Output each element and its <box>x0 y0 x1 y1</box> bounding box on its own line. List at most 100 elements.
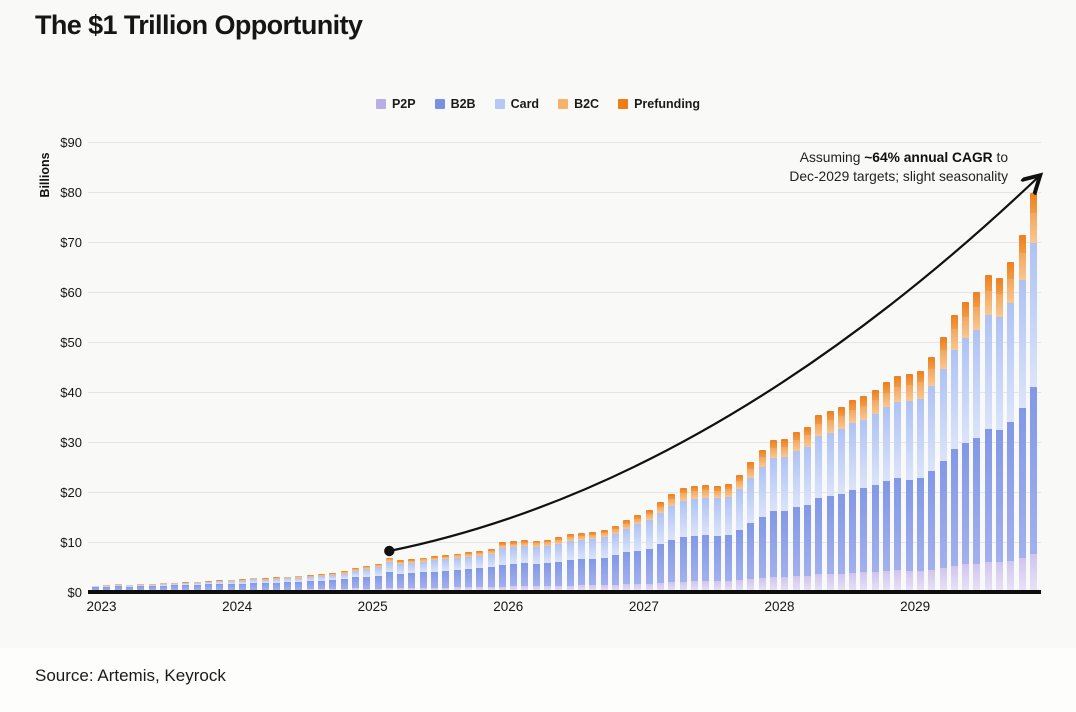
bar-segment-prefunding <box>837 407 845 417</box>
bar-segment-card <box>962 338 970 443</box>
legend-item-p2p: P2P <box>375 97 416 111</box>
bar-segment-card <box>363 569 371 578</box>
stacked-bar <box>996 278 1003 592</box>
legend-swatch-icon <box>558 99 569 109</box>
bar-segment-p2p <box>510 586 518 592</box>
bar-segment-b2c <box>385 559 393 562</box>
bar-segment-prefunding <box>227 579 235 581</box>
stacked-bar <box>928 357 936 592</box>
bar-segment-card <box>397 563 405 574</box>
bar-segment-b2b <box>996 430 1003 563</box>
bar-segment-b2b <box>792 507 800 576</box>
stacked-bar <box>679 488 687 592</box>
bar-segment-b2b <box>555 561 563 586</box>
bar-segment-card <box>928 386 936 471</box>
bar-segment-prefunding <box>261 578 269 579</box>
bar-segment-p2p <box>758 577 766 592</box>
stacked-bar <box>871 390 879 592</box>
bar-segment-b2b <box>803 504 811 576</box>
bar-segment-b2c <box>837 416 845 430</box>
bar-segment-b2c <box>871 400 879 415</box>
bar-segment-card <box>589 538 597 559</box>
bar-segment-prefunding <box>871 390 879 401</box>
bar-segment-b2c <box>702 490 710 498</box>
bar-segment-b2b <box>645 548 653 584</box>
bar-segment-p2p <box>385 587 393 592</box>
bar-segment-b2b <box>419 572 427 588</box>
bar-segment-card <box>984 314 992 429</box>
stacked-bar <box>815 415 823 592</box>
stacked-bar <box>645 510 653 592</box>
bar-segment-b2b <box>657 544 664 583</box>
bar-segment-card <box>623 528 631 553</box>
bar-segment-prefunding <box>374 564 382 566</box>
bar-segment-p2p <box>894 570 902 592</box>
bar-segment-prefunding <box>883 382 890 393</box>
bar-segment-card <box>883 407 890 481</box>
stacked-bar <box>397 560 405 592</box>
bar-segment-prefunding <box>792 432 800 441</box>
bar-segment-p2p <box>600 585 608 592</box>
bar-segment-card <box>600 537 608 558</box>
bar-segment-b2c <box>340 572 348 574</box>
gridline <box>88 142 1041 143</box>
bar-segment-b2b <box>566 560 574 586</box>
bar-segment-p2p <box>702 581 710 592</box>
bar-segment-prefunding <box>770 440 777 448</box>
x-axis-line <box>88 590 1041 594</box>
bar-segment-card <box>250 579 258 583</box>
stacked-bar <box>577 532 585 592</box>
stacked-bar <box>758 450 766 592</box>
stacked-bar <box>589 531 597 592</box>
bar-segment-p2p <box>690 581 698 592</box>
bar-segment-prefunding <box>408 559 416 561</box>
bar-segment-b2c <box>996 293 1003 318</box>
bar-segment-prefunding <box>205 581 212 582</box>
stacked-bar <box>736 475 744 592</box>
bar-segment-b2c <box>916 382 924 399</box>
stacked-bar <box>883 382 890 592</box>
bar-segment-b2c <box>148 583 156 585</box>
bar-segment-b2c <box>476 552 484 556</box>
bar-segment-b2b <box>837 493 845 574</box>
bar-segment-b2c <box>928 368 936 387</box>
bar-segment-b2b <box>137 586 145 591</box>
bar-segment-card <box>261 579 269 584</box>
stacked-bar <box>408 559 416 592</box>
bar-segment-prefunding <box>453 553 461 556</box>
bar-segment-b2b <box>374 576 382 589</box>
bar-segment-b2b <box>272 582 280 590</box>
bar-segment-prefunding <box>306 575 314 576</box>
bar-segment-b2b <box>668 540 676 583</box>
bar-segment-b2b <box>928 471 936 570</box>
bar-segment-b2b <box>758 516 766 578</box>
bar-segment-b2b <box>939 460 947 568</box>
bar-segment-prefunding <box>318 574 325 575</box>
bar-segment-card <box>973 329 981 438</box>
bar-segment-p2p <box>657 583 664 592</box>
stacked-bar <box>600 529 608 592</box>
bar-segment-card <box>634 524 642 552</box>
bar-segment-p2p <box>849 572 857 592</box>
stacked-bar <box>476 550 484 592</box>
bar-segment-p2p <box>1029 554 1037 592</box>
bar-segment-b2b <box>238 583 246 591</box>
annotation-text: to <box>992 150 1008 165</box>
stacked-bar <box>340 571 348 592</box>
bar-segment-b2b <box>125 586 133 591</box>
bar-segment-b2c <box>329 573 337 576</box>
bar-segment-b2b <box>476 568 484 588</box>
bar-segment-p2p <box>611 584 619 592</box>
bar-segment-b2b <box>815 498 823 575</box>
bar-segment-p2p <box>634 584 642 592</box>
bar-segment-p2p <box>645 583 653 592</box>
bar-segment-p2p <box>724 581 732 592</box>
bar-segment-prefunding <box>803 427 811 436</box>
bar-segment-b2c <box>272 577 280 579</box>
y-tick-label: $80 <box>60 185 82 200</box>
bar-segment-p2p <box>1018 558 1026 592</box>
bar-segment-prefunding <box>973 292 981 307</box>
bar-segment-b2b <box>713 535 721 582</box>
bar-segment-card <box>498 548 506 565</box>
legend-label: Prefunding <box>634 97 701 111</box>
